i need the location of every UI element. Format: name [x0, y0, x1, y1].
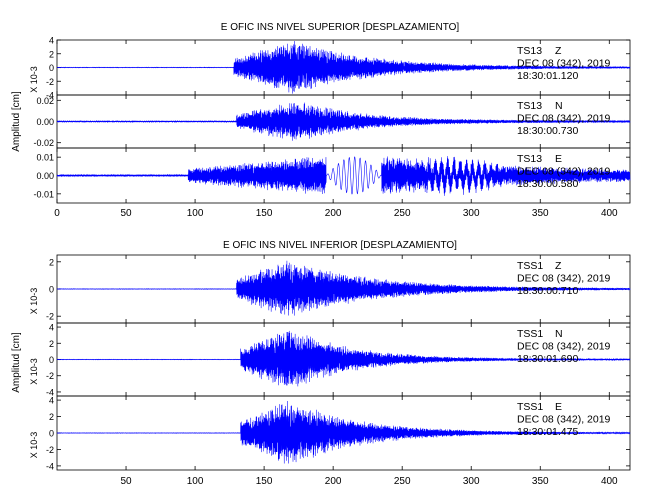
x-tick-label: 200 — [325, 476, 342, 487]
y-tick-label: 4 — [49, 36, 54, 46]
date-label: DEC 08 (342), 2019 — [517, 166, 611, 178]
x-tick-label: 350 — [532, 476, 549, 487]
y-tick-label: -2 — [46, 77, 54, 87]
y-tick-label: 0.00 — [36, 171, 54, 181]
station-label: TSS1 — [517, 401, 543, 413]
y-tick-label: 2 — [49, 412, 54, 422]
component-label: N — [555, 100, 563, 112]
time-label: 18:30:01.690 — [517, 353, 578, 365]
y-tick-label: 0.02 — [36, 96, 54, 106]
chart-1: E OFIC INS NIVEL INFERIOR [DESPLAZAMIENT… — [11, 240, 631, 487]
x-tick-label: 100 — [187, 476, 204, 487]
y-tick-label: 0 — [49, 285, 54, 295]
x-tick-label: 400 — [601, 476, 618, 487]
waveform-trace — [56, 156, 631, 196]
x-tick-label: 200 — [325, 208, 342, 219]
x-tick-label: 250 — [394, 476, 411, 487]
scale-label: X 10-3 — [29, 432, 39, 459]
chart-title: E OFIC INS NIVEL SUPERIOR [DESPLAZAMIENT… — [221, 22, 460, 33]
station-label: TS13 — [517, 45, 542, 57]
waveform-trace — [56, 400, 631, 464]
station-label: TSS1 — [517, 260, 543, 272]
component-label: Z — [555, 45, 562, 57]
component-label: Z — [555, 260, 562, 272]
station-label: TS13 — [517, 153, 542, 165]
x-tick-label: 100 — [187, 208, 204, 219]
chart-title: E OFIC INS NIVEL INFERIOR [DESPLAZAMIENT… — [223, 240, 457, 251]
y-tick-label: 0 — [49, 429, 54, 439]
waveform-trace — [56, 102, 631, 141]
x-tick-label: 300 — [463, 476, 480, 487]
date-label: DEC 08 (342), 2019 — [517, 414, 611, 426]
date-label: DEC 08 (342), 2019 — [517, 58, 611, 70]
time-label: 18:30:01.120 — [517, 70, 578, 82]
y-tick-label: -0.01 — [33, 189, 54, 199]
y-tick-label: -2 — [46, 371, 54, 381]
waveform-trace — [56, 260, 631, 316]
y-tick-label: -4 — [46, 387, 54, 397]
y-tick-label: 0.01 — [36, 153, 54, 163]
x-tick-label: 250 — [394, 208, 411, 219]
date-label: DEC 08 (342), 2019 — [517, 273, 611, 285]
station-label: TS13 — [517, 100, 542, 112]
x-tick-label: 150 — [256, 476, 273, 487]
y-tick-label: 2 — [49, 49, 54, 59]
chart-0: E OFIC INS NIVEL SUPERIOR [DESPLAZAMIENT… — [11, 22, 631, 219]
date-label: DEC 08 (342), 2019 — [517, 113, 611, 125]
component-label: E — [555, 153, 562, 165]
date-label: DEC 08 (342), 2019 — [517, 341, 611, 353]
x-tick-label: 50 — [120, 476, 132, 487]
y-tick-label: 2 — [49, 257, 54, 267]
station-label: TSS1 — [517, 328, 543, 340]
y-tick-label: -4 — [46, 461, 54, 471]
x-tick-label: 50 — [120, 208, 132, 219]
scale-label: X 10-3 — [29, 288, 39, 315]
x-tick-label: 0 — [54, 208, 60, 219]
y-tick-label: 4 — [49, 396, 54, 406]
component-label: E — [555, 401, 562, 413]
y-tick-label: 0.00 — [36, 117, 54, 127]
waveform-trace — [56, 40, 631, 94]
x-tick-label: 350 — [532, 208, 549, 219]
component-label: N — [555, 328, 563, 340]
y-tick-label: -4 — [46, 91, 54, 101]
y-tick-label: -2 — [46, 312, 54, 322]
x-tick-label: 300 — [463, 208, 480, 219]
y-axis-label: Amplitud [cm] — [11, 332, 22, 393]
waveform-trace — [56, 330, 631, 387]
x-tick-label: 150 — [256, 208, 273, 219]
y-tick-label: -2 — [46, 445, 54, 455]
y-tick-label: 0 — [49, 355, 54, 365]
y-axis-label: Amplitud [cm] — [11, 91, 22, 152]
x-tick-label: 400 — [601, 208, 618, 219]
y-tick-label: 2 — [49, 339, 54, 349]
time-label: 18:30:00.580 — [517, 178, 578, 190]
time-label: 18:30:00.710 — [517, 285, 578, 297]
y-tick-label: -0.02 — [33, 138, 54, 148]
time-label: 18:30:01.475 — [517, 426, 578, 438]
scale-label: X 10-3 — [29, 66, 39, 93]
y-tick-label: 0 — [49, 63, 54, 73]
time-label: 18:30:00.730 — [517, 125, 578, 137]
y-tick-label: 4 — [49, 323, 54, 333]
scale-label: X 10-3 — [29, 358, 39, 385]
